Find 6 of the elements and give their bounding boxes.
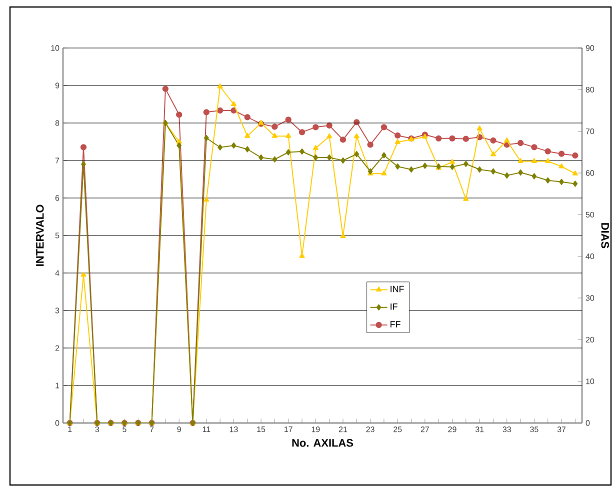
y2-axis-title: DIAS bbox=[601, 223, 609, 248]
x-axis-title: No. AXILAS bbox=[292, 439, 354, 447]
legend-label: IF bbox=[390, 304, 398, 310]
legend-label: FF bbox=[390, 321, 400, 328]
legend-label: INF bbox=[390, 286, 404, 292]
y-axis-title: INTERVALO bbox=[36, 204, 44, 266]
